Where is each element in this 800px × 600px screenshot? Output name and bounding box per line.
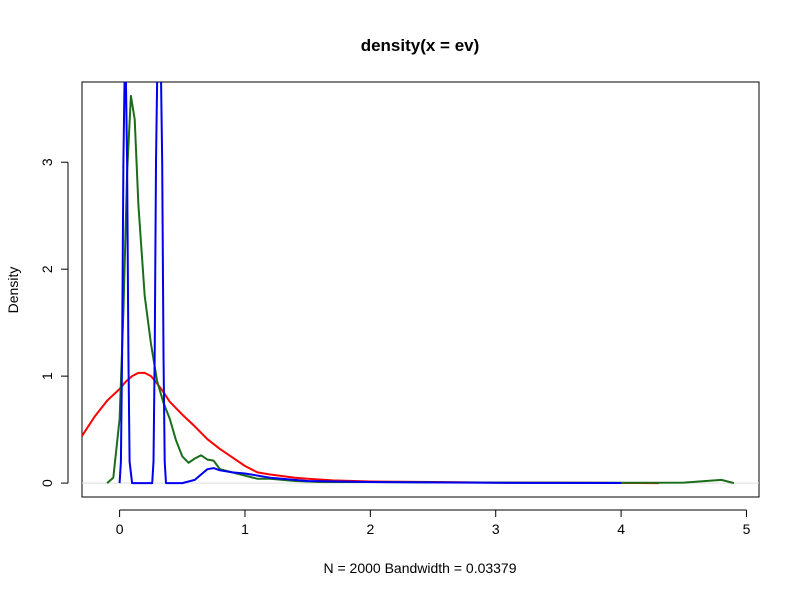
density-curve <box>82 371 659 485</box>
chart-title: density(x = ev) <box>361 36 480 55</box>
x-tick-label: 2 <box>366 521 374 537</box>
x-axis-label: N = 2000 Bandwidth = 0.03379 <box>323 560 516 576</box>
x-tick-label: 4 <box>617 521 625 537</box>
y-tick-label: 0 <box>39 479 55 487</box>
x-tick-label: 5 <box>743 521 751 537</box>
density-curve <box>118 82 622 485</box>
x-tick-label: 1 <box>241 521 249 537</box>
y-tick-label: 3 <box>39 158 55 166</box>
x-tick-label: 0 <box>116 521 124 537</box>
y-tick-label: 1 <box>39 372 55 380</box>
y-tick-label: 2 <box>39 265 55 273</box>
density-curve <box>106 94 735 485</box>
y-axis-label: Density <box>5 267 21 314</box>
plot-frame <box>81 81 760 498</box>
y-axis: 0 1 2 3 <box>39 158 69 487</box>
x-axis: 0 1 2 3 4 5 <box>116 509 751 537</box>
x-tick-label: 3 <box>492 521 500 537</box>
